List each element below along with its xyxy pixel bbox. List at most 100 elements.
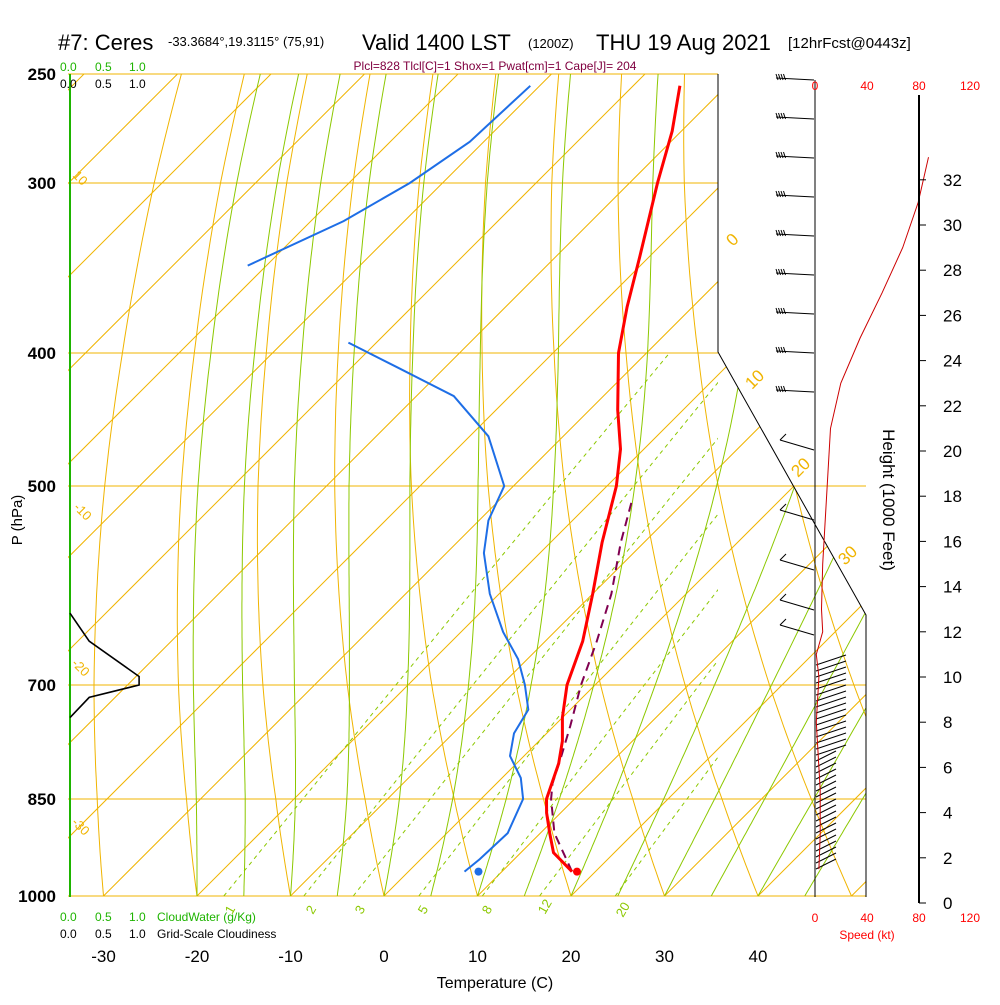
wind-barb-shaft [776, 78, 814, 80]
wind-barb-flag [784, 152, 786, 158]
wind-barb-shaft [816, 715, 846, 725]
speed-top-0: 0 [812, 79, 819, 93]
height-label-4: 4 [943, 804, 952, 823]
isotherm-label-top: 10 [70, 168, 91, 189]
wind-barb-shaft [816, 781, 836, 791]
wind-barb-shaft [776, 312, 814, 314]
temp-label-10: 10 [468, 947, 487, 966]
wind-barb-flag [776, 152, 778, 158]
wind-barb-flag [779, 308, 781, 314]
wind-barb-flag [780, 504, 786, 510]
wind-barb-flag [780, 554, 786, 560]
temp-label-30: 30 [655, 947, 674, 966]
temp-label--10: -10 [278, 947, 303, 966]
wind-barb-shaft [816, 727, 846, 737]
station-coords: -33.3684°,19.3115° (75,91) [168, 34, 324, 49]
wind-barb-flag [776, 347, 778, 353]
wind-barb-flag [776, 230, 778, 236]
wind-barb-flag [781, 152, 783, 158]
height-label-22: 22 [943, 397, 962, 416]
wind-barb-flag [779, 191, 781, 197]
wind-barb-flag [779, 230, 781, 236]
height-label-18: 18 [943, 487, 962, 506]
pressure-label-700: 700 [28, 676, 56, 695]
wind-barb-shaft [816, 799, 836, 809]
wind-barb-shaft [776, 234, 814, 236]
wind-barb-flag [781, 191, 783, 197]
cloudwater-scale-top: 0.0 0.5 1.0 0.0 0.5 1.0 [60, 60, 146, 91]
height-label-14: 14 [943, 578, 962, 597]
wind-barb-flag [784, 269, 786, 275]
cw-top-0: 0.0 [60, 60, 77, 74]
temp-label-0: 0 [379, 947, 388, 966]
wind-barb-flag [784, 113, 786, 119]
moist-adiabat-45 [805, 74, 1000, 896]
height-label-6: 6 [943, 758, 952, 777]
wind-barb-flag [776, 269, 778, 275]
wind-barb-flag [779, 386, 781, 392]
dry-adiabat-10 [410, 74, 478, 896]
moist-adiabat--10 [291, 74, 341, 896]
temperature-curve [547, 86, 680, 872]
isotherm-label-30: 30 [834, 542, 861, 569]
height-label-32: 32 [943, 171, 962, 190]
wind-barb-shaft [816, 661, 846, 671]
wind-barb-flag [780, 594, 786, 600]
wind-barb-flag [784, 386, 786, 392]
isotherm-label-minus30: -30 [69, 815, 93, 839]
height-label-28: 28 [943, 261, 962, 280]
wind-barb-shaft [816, 703, 846, 713]
height-label-16: 16 [943, 532, 962, 551]
speed-bottom-120: 120 [960, 911, 980, 925]
moist-adiabat-25 [618, 74, 892, 896]
speed-top-120: 120 [960, 79, 980, 93]
cl-bottom-05: 0.5 [95, 927, 112, 941]
wind-barb-flag [776, 308, 778, 314]
isotherm-0 [384, 50, 1000, 896]
temp-label-40: 40 [749, 947, 768, 966]
height-label-12: 12 [943, 623, 962, 642]
wind-barb-flag [784, 230, 786, 236]
wind-barb-flag [784, 74, 786, 80]
height-label-20: 20 [943, 442, 962, 461]
wind-barb-flag [779, 74, 781, 80]
mix-label-20: 20 [613, 899, 633, 919]
moist-adiabat-40 [758, 74, 1000, 896]
pressure-label-300: 300 [28, 174, 56, 193]
moist-adiabat--5 [337, 74, 386, 896]
cw-top-05: 0.5 [95, 60, 112, 74]
wind-barb-flag [781, 308, 783, 314]
cl-bottom-0: 0.0 [60, 927, 77, 941]
wind-barb-flag [780, 434, 786, 440]
speed-bottom-0: 0 [812, 911, 819, 925]
speed-scale-bottom: 0 40 80 120 Speed (kt) [812, 911, 981, 942]
cl-top-05: 0.5 [95, 77, 112, 91]
dry-adiabat-lines [94, 74, 1000, 896]
speed-bottom-40: 40 [860, 911, 874, 925]
dry-adiabat-60 [747, 74, 945, 896]
moist-adiabat--15 [242, 74, 299, 896]
pressure-label-250: 250 [28, 65, 56, 84]
wind-barb-flag [779, 269, 781, 275]
surface-temperature-dot [573, 868, 581, 876]
wind-barb-shaft [816, 823, 836, 833]
pressure-label-400: 400 [28, 344, 56, 363]
isotherm-label-0: 0 [722, 230, 742, 250]
wind-barb-shaft [816, 841, 836, 851]
mix-label-2: 2 [303, 903, 320, 917]
mix-label-3: 3 [352, 903, 369, 917]
wind-barb-flag [781, 113, 783, 119]
isotherm-50 [852, 50, 1000, 896]
temp-label--30: -30 [91, 947, 116, 966]
cloudwater-title: CloudWater (g/Kg) [157, 910, 256, 924]
moist-adiabat-35 [711, 74, 1000, 896]
isotherm-label-minus10: -10 [71, 500, 95, 524]
cw-bottom-1: 1.0 [129, 910, 146, 924]
temperature-axis-title: Temperature (C) [437, 975, 553, 992]
dry-adiabat--10 [257, 74, 307, 896]
station-title: #7: Ceres [58, 30, 153, 55]
forecast-date: THU 19 Aug 2021 [596, 30, 771, 55]
cw-bottom-0: 0.0 [60, 910, 77, 924]
wind-barb-shaft [780, 510, 814, 520]
